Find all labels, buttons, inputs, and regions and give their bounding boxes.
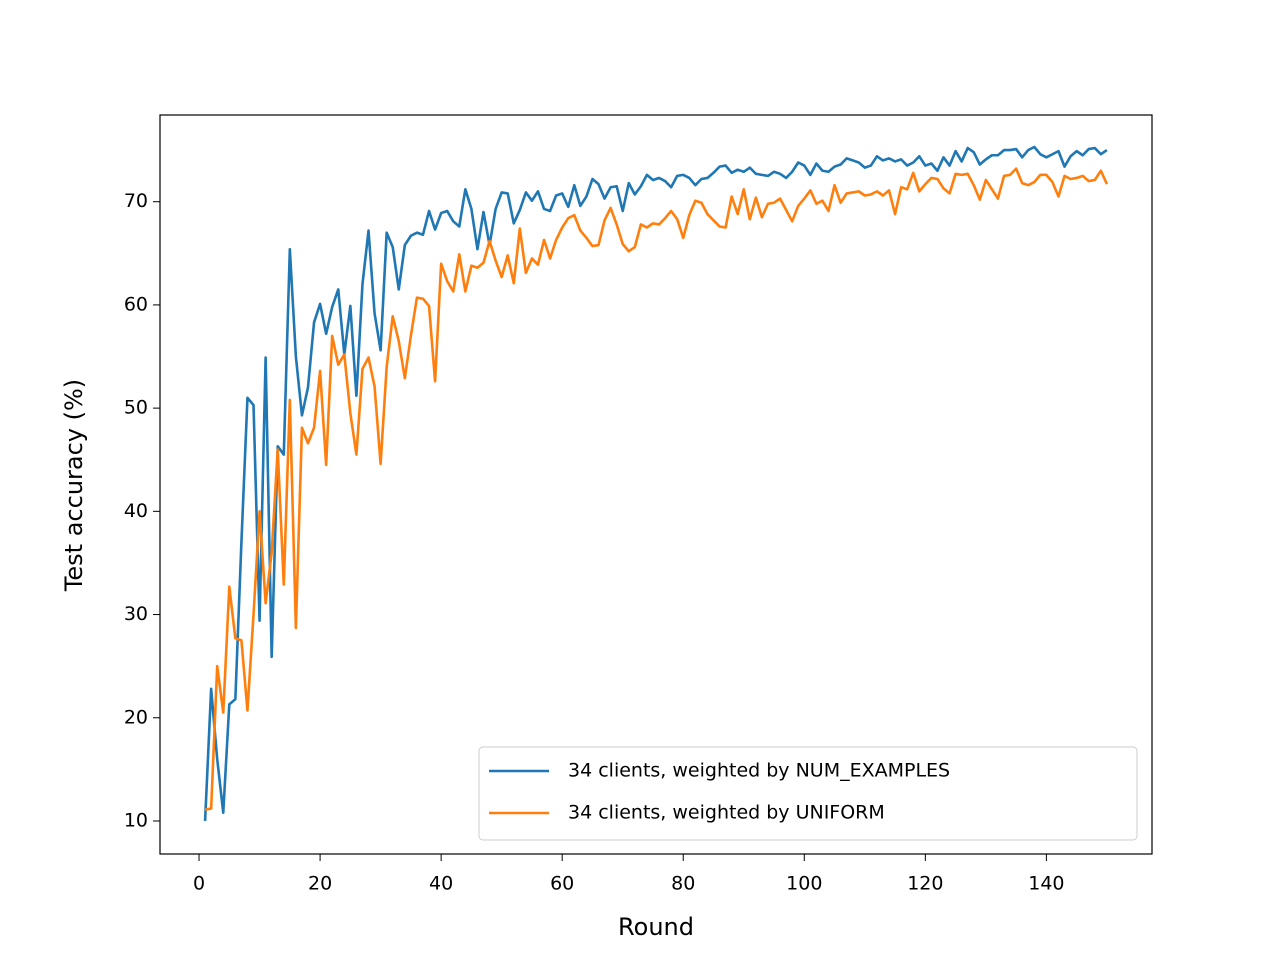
x-tick-label: 40 — [429, 873, 453, 895]
plot-frame — [159, 114, 1153, 855]
series-line — [204, 167, 1109, 811]
y-tick-label: 60 — [124, 293, 148, 315]
x-tick-label: 140 — [1028, 873, 1064, 895]
y-tick-label: 10 — [124, 809, 148, 831]
y-tick-label: 70 — [124, 190, 148, 212]
y-tick-label: 50 — [124, 397, 148, 419]
legend-label: 34 clients, weighted by NUM_EXAMPLES — [568, 760, 950, 782]
x-tick-label: 60 — [550, 873, 574, 895]
x-tick-label: 80 — [671, 873, 695, 895]
y-tick-label: 30 — [124, 603, 148, 625]
legend-box — [478, 746, 1138, 841]
x-tick-label: 100 — [786, 873, 822, 895]
x-tick-label: 0 — [193, 873, 205, 895]
x-tick-label: 120 — [907, 873, 943, 895]
y-tick-label: 40 — [124, 500, 148, 522]
x-axis-label: Round — [618, 913, 694, 941]
legend-label: 34 clients, weighted by UNIFORM — [568, 802, 885, 824]
series-line — [203, 145, 1108, 822]
x-tick-label: 20 — [308, 873, 332, 895]
y-tick-label: 20 — [124, 706, 148, 728]
y-axis-label: Test accuracy (%) — [60, 379, 88, 592]
